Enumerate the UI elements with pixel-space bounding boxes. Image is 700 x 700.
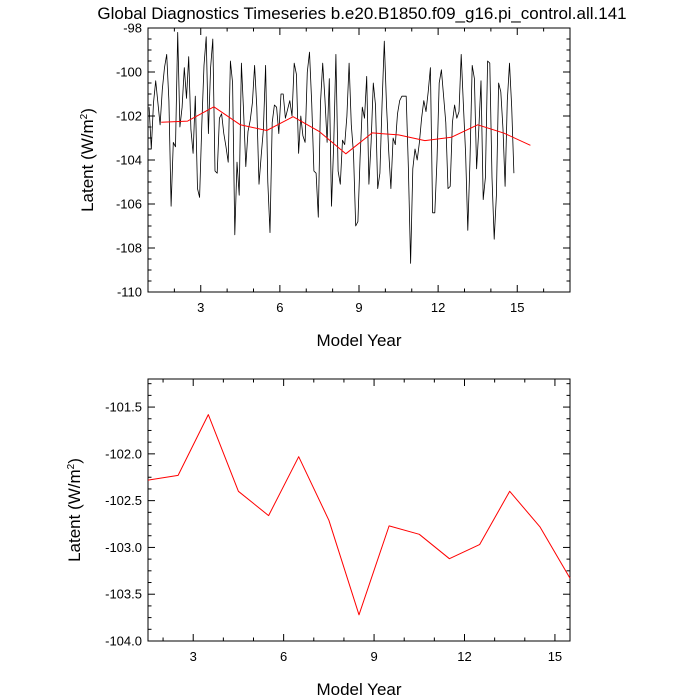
top-axis-ticks: 3 6 9 12 15 -110 -108 -106 -104 -102 -100 -98	[116, 21, 571, 315]
top-ytick-label: -110	[117, 285, 142, 300]
bottom-xtick-label: 9	[370, 649, 377, 664]
bottom-xtick-label: 12	[457, 649, 471, 664]
bottom-xtick-label: 15	[548, 649, 562, 664]
top-series-group	[148, 32, 531, 264]
bottom-yaxis-label-sup: 2	[66, 463, 77, 469]
bottom-ytick-label: -102.0	[105, 446, 142, 461]
bottom-panel: 3 6 9 12 15 -104.0 -103.5 -103.0 -102.5 -102.0 -10…	[65, 378, 571, 699]
top-ytick-label: -108	[116, 241, 142, 256]
top-ytick-label: -102	[116, 109, 142, 124]
top-yaxis-label-end: )	[78, 108, 97, 114]
top-xtick-label: 12	[431, 300, 445, 315]
top-xtick-label: 3	[197, 300, 204, 315]
top-series-monthly	[148, 32, 515, 264]
bottom-series-annual-mean	[147, 414, 571, 616]
bottom-series-group	[147, 414, 571, 616]
bottom-yaxis-label-main: Latent (W/m	[65, 469, 84, 562]
bottom-yaxis-label-end: )	[65, 458, 84, 464]
bottom-axis-ticks: 3 6 9 12 15 -104.0 -103.5 -103.0 -102.5 -102.0 -10…	[105, 379, 570, 664]
top-yaxis-label-main: Latent (W/m	[78, 119, 97, 212]
top-ytick-label: -98	[123, 21, 142, 36]
bottom-xtick-label: 3	[190, 649, 197, 664]
top-xtick-label: 9	[355, 300, 362, 315]
bottom-ytick-label: -101.5	[105, 400, 142, 415]
bottom-ytick-label: -104.0	[105, 634, 142, 649]
top-ytick-label: -106	[116, 197, 142, 212]
top-panel: 3 6 9 12 15 -110 -108 -106 -104 -102 -100 -98 Model…	[78, 21, 571, 350]
top-xtick-label: 6	[276, 300, 283, 315]
bottom-yaxis-label: Latent (W/m2)	[65, 458, 84, 562]
chart-title: Global Diagnostics Timeseries b.e20.B185…	[97, 4, 626, 23]
top-ytick-label: -104	[116, 153, 142, 168]
top-ytick-label: -100	[116, 65, 142, 80]
bottom-xaxis-label: Model Year	[316, 680, 401, 699]
top-series-annual-mean	[161, 106, 531, 155]
bottom-xtick-label: 6	[280, 649, 287, 664]
top-yaxis-label-sup: 2	[79, 113, 90, 119]
bottom-ytick-label: -103.5	[105, 587, 142, 602]
top-yaxis-label: Latent (W/m2)	[78, 108, 97, 212]
top-xtick-label: 15	[510, 300, 524, 315]
top-plot-frame	[147, 27, 571, 293]
bottom-ytick-label: -102.5	[105, 493, 142, 508]
bottom-plot-frame	[147, 378, 571, 642]
bottom-ytick-label: -103.0	[105, 540, 142, 555]
top-xaxis-label: Model Year	[316, 331, 401, 350]
